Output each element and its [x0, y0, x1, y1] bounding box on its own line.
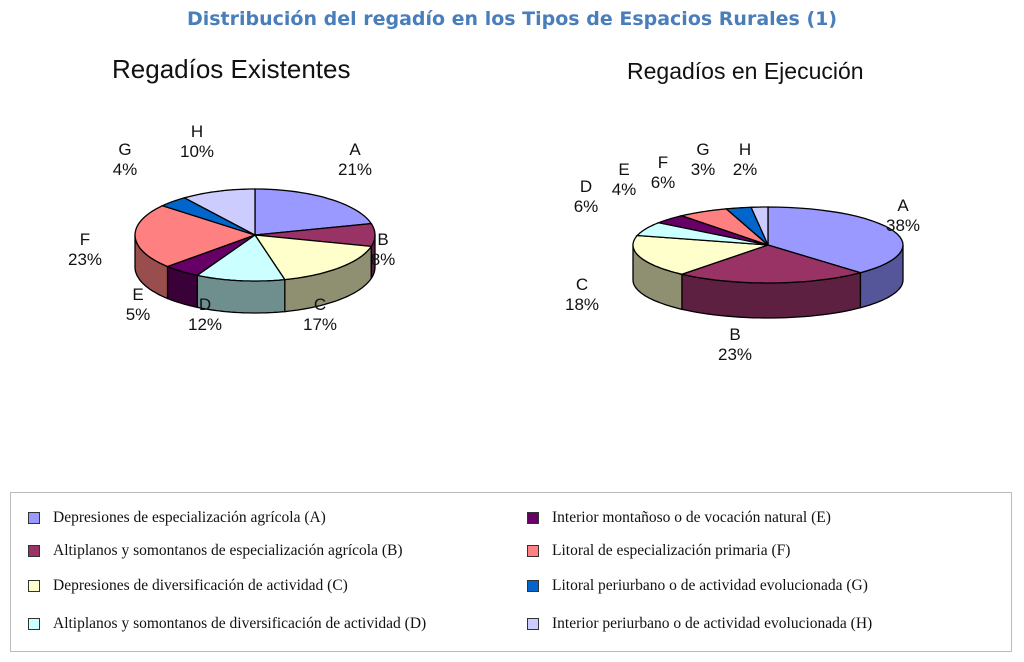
- category-label: G: [696, 140, 710, 159]
- percent-label: 23%: [67, 250, 103, 269]
- legend: Depresiones de especialización agrícola …: [10, 492, 1012, 652]
- percent-label: 18%: [564, 295, 600, 314]
- category-label: E: [618, 160, 630, 179]
- pie-0-slice-C: [253, 234, 373, 281]
- percent-label: 2%: [732, 160, 758, 179]
- pie-1-label-F: F 6%: [638, 153, 688, 193]
- pie-0-label-C: C 17%: [295, 295, 345, 335]
- legend-item: Depresiones de diversificación de activi…: [28, 577, 348, 595]
- legend-text: Litoral de especialización primaria (F): [552, 542, 791, 559]
- pie-0-slice-D: [195, 234, 286, 282]
- legend-text: Litoral periurbano o de actividad evoluc…: [552, 577, 868, 594]
- pie-0-label-B: B 8%: [358, 230, 408, 270]
- legend-swatch: [28, 512, 40, 524]
- percent-label: 4%: [112, 160, 138, 179]
- percent-label: 10%: [179, 142, 215, 161]
- legend-text: Altiplanos y somontanos de diversificaci…: [53, 615, 427, 632]
- category-label: G: [118, 140, 132, 159]
- legend-swatch: [527, 545, 539, 557]
- category-label: H: [738, 140, 752, 159]
- legend-text: Interior montañoso o de vocación natural…: [552, 509, 831, 526]
- percent-label: 4%: [611, 180, 637, 199]
- legend-text: Altiplanos y somontanos de especializaci…: [53, 542, 403, 559]
- pie-0-label-H: H 10%: [172, 122, 222, 162]
- percent-label: 5%: [125, 305, 151, 324]
- main-title: Distribución del regadío en los Tipos de…: [186, 8, 838, 30]
- pie-1-slice-E: [656, 215, 769, 246]
- category-label: D: [579, 177, 593, 196]
- category-label: E: [132, 285, 144, 304]
- pie-1-slice-A: [767, 206, 904, 274]
- percent-label: 3%: [690, 160, 716, 179]
- category-label: F: [657, 153, 669, 172]
- legend-text: Depresiones de diversificación de activi…: [53, 577, 348, 594]
- pie-0-label-F: F 23%: [60, 230, 110, 270]
- category-label: D: [198, 295, 212, 314]
- pie-0-label-A: A 21%: [330, 140, 380, 180]
- pie-1-slice-C: [632, 234, 769, 275]
- pie-0-slice-B: [254, 222, 376, 248]
- legend-item: Depresiones de especialización agrícola …: [28, 509, 326, 527]
- pie-1-label-C: C 18%: [557, 275, 607, 315]
- pie-0-slice-F: [134, 205, 258, 268]
- legend-swatch: [527, 512, 539, 524]
- percent-label: 6%: [573, 197, 599, 216]
- legend-item: Interior montañoso o de vocación natural…: [527, 509, 831, 527]
- pie-1-label-A: A 38%: [878, 196, 928, 236]
- legend-swatch: [28, 545, 40, 557]
- legend-swatch: [28, 618, 40, 630]
- legend-item: Litoral periurbano o de actividad evoluc…: [527, 577, 868, 595]
- category-label: H: [190, 122, 204, 141]
- legend-item: Interior periurbano o de actividad evolu…: [527, 615, 872, 633]
- category-label: C: [575, 275, 589, 294]
- legend-text: Depresiones de especialización agrícola …: [53, 509, 326, 526]
- legend-item: Litoral de especialización primaria (F): [527, 542, 790, 560]
- pie-title-existentes: Regadíos Existentes: [112, 54, 351, 84]
- percent-label: 12%: [187, 315, 223, 334]
- pie-1-label-E: E 4%: [599, 160, 649, 200]
- category-label: C: [313, 295, 327, 314]
- category-label: A: [349, 140, 361, 159]
- pie-1-label-D: D 6%: [561, 177, 611, 217]
- pie-0-slice-G: [160, 197, 256, 236]
- legend-swatch: [527, 618, 539, 630]
- pie-1-slice-B: [679, 244, 863, 284]
- legend-swatch: [527, 580, 539, 592]
- pie-0-label-E: E 5%: [113, 285, 163, 325]
- category-label: A: [897, 196, 909, 215]
- pie-0-slice-H: [182, 188, 256, 237]
- legend-item: Altiplanos y somontanos de especializaci…: [28, 542, 403, 560]
- legend-text: Interior periurbano o de actividad evolu…: [552, 615, 873, 632]
- pie-0-slice-A: [254, 188, 373, 236]
- legend-swatch: [28, 580, 40, 592]
- pie-1-slice-G: [724, 206, 769, 246]
- pie-title-ejecucion: Regadíos en Ejecución: [627, 58, 864, 84]
- pie-1-slice-H: [750, 206, 769, 246]
- pie-1-slice-F: [679, 208, 769, 246]
- category-label: F: [79, 230, 91, 249]
- legend-item: Altiplanos y somontanos de diversificaci…: [28, 615, 426, 633]
- pie-0-slice-E: [165, 234, 256, 276]
- pie-1-label-G: G 3%: [678, 140, 728, 180]
- percent-label: 38%: [885, 216, 921, 235]
- pie-charts: [134, 188, 904, 319]
- percent-label: 21%: [337, 160, 373, 179]
- percent-label: 6%: [650, 173, 676, 192]
- category-label: B: [729, 325, 741, 344]
- pie-0-label-D: D 12%: [180, 295, 230, 335]
- category-label: B: [377, 230, 389, 249]
- pie-1-label-B: B 23%: [710, 325, 760, 365]
- pie-0-label-G: G 4%: [100, 140, 150, 180]
- percent-label: 17%: [302, 315, 338, 334]
- percent-label: 23%: [717, 345, 753, 364]
- pie-1-slice-D: [635, 222, 769, 246]
- pie-1-label-H: H 2%: [720, 140, 770, 180]
- percent-label: 8%: [370, 250, 396, 269]
